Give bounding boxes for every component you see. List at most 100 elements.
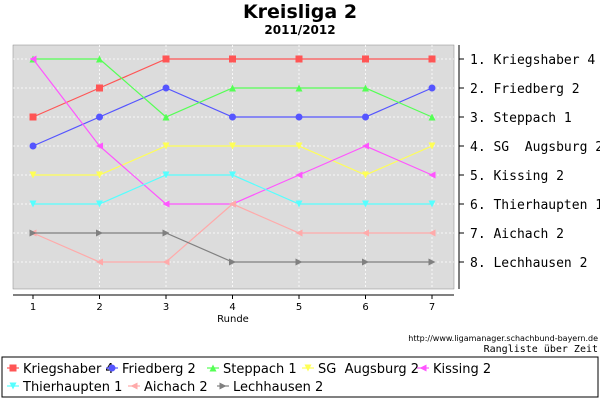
data-point <box>96 171 103 179</box>
series-2 <box>29 55 436 121</box>
legend-marker <box>9 382 17 390</box>
x-tick-label: 7 <box>429 302 435 313</box>
data-point <box>162 142 170 150</box>
data-point <box>295 84 303 92</box>
data-point <box>162 84 170 92</box>
data-point <box>29 142 37 150</box>
legend-item: Steppach 1 <box>207 362 297 377</box>
rank-label: 5. Kissing 2 <box>470 169 564 184</box>
data-point <box>428 200 436 208</box>
data-point <box>29 200 37 208</box>
data-point <box>29 55 37 63</box>
data-point <box>428 142 436 150</box>
data-point <box>428 113 436 121</box>
data-point <box>295 258 303 266</box>
data-point <box>428 55 436 63</box>
data-point <box>295 113 303 121</box>
series-1 <box>29 84 436 150</box>
series-7 <box>29 229 436 266</box>
data-point <box>229 84 236 92</box>
legend-box <box>1 356 599 398</box>
data-point <box>295 229 303 237</box>
x-axis-label: Runde <box>217 314 249 325</box>
x-axis-ticks: 1 2 3 4 5 6 7 <box>30 295 435 313</box>
data-point <box>162 229 170 237</box>
chart-subtitle: 2011/2012 <box>264 23 335 37</box>
data-point <box>96 55 103 63</box>
rank-label: 8. Lechhausen 2 <box>470 256 587 271</box>
legend-marker <box>108 364 116 372</box>
legend-label: Kriegshaber 4 <box>23 362 114 377</box>
data-point <box>96 113 103 121</box>
rank-label: 4. SG Augsburg 2 <box>470 140 600 155</box>
x-tick-label: 4 <box>229 302 235 313</box>
legend-item: Aichach 2 <box>128 380 208 395</box>
rank-label: 6. Thierhaupten 1 <box>470 198 600 213</box>
data-point <box>362 200 369 208</box>
legend-label: Friedberg 2 <box>122 362 196 377</box>
x-tick-label: 1 <box>30 302 36 313</box>
source-url[interactable]: http://www.ligamanager.schachbund-bayern… <box>408 334 598 343</box>
data-point <box>29 229 37 237</box>
data-point <box>162 258 170 266</box>
data-point <box>96 229 103 237</box>
data-point <box>229 171 236 179</box>
legend-marker <box>419 364 427 372</box>
data-point <box>428 171 436 179</box>
x-tick-label: 6 <box>362 302 368 313</box>
data-point <box>428 258 436 266</box>
data-point <box>428 84 436 92</box>
x-tick-label: 2 <box>96 302 102 313</box>
data-point <box>229 200 236 208</box>
legend-label: Lechhausen 2 <box>233 380 323 395</box>
legend-label: Aichach 2 <box>144 380 208 395</box>
data-point <box>229 258 236 266</box>
data-point <box>362 84 369 92</box>
data-point <box>229 142 236 150</box>
rank-labels: 1. Kriegshaber 4 2. Friedberg 2 3. Steppac… <box>459 53 600 271</box>
data-point <box>229 113 236 121</box>
legend-label: Thierhaupten 1 <box>22 380 122 395</box>
plot-area <box>12 44 455 290</box>
data-point <box>96 142 103 150</box>
rank-label: 3. Steppach 1 <box>470 111 572 126</box>
data-point <box>96 258 103 266</box>
data-point <box>162 113 170 121</box>
legend: Kriegshaber 4 Friedberg 2 Steppach 1 SG Aug… <box>7 362 491 395</box>
rank-label: 2. Friedberg 2 <box>470 82 580 97</box>
data-point <box>295 200 303 208</box>
data-point <box>162 200 170 208</box>
data-point <box>362 258 369 266</box>
data-point <box>162 171 170 179</box>
legend-marker <box>304 364 312 372</box>
legend-item: SG Augsburg 2 <box>302 362 419 377</box>
series-0 <box>29 55 436 121</box>
data-point <box>295 55 303 63</box>
legend-marker <box>219 382 227 390</box>
legend-item: Friedberg 2 <box>106 362 196 377</box>
legend-label: SG Augsburg 2 <box>318 362 419 377</box>
data-point <box>162 55 170 63</box>
axes <box>13 45 460 296</box>
data-point <box>362 113 369 121</box>
chart-caption: Rangliste über Zeit <box>484 344 598 355</box>
series-3 <box>29 142 436 179</box>
data-point <box>96 200 103 208</box>
legend-marker <box>130 382 138 390</box>
rank-label: 1. Kriegshaber 4 <box>470 53 595 68</box>
data-point <box>29 171 37 179</box>
data-point <box>295 171 303 179</box>
data-point <box>96 84 103 92</box>
x-tick-label: 5 <box>296 302 302 313</box>
data-point <box>29 113 37 121</box>
x-tick-label: 3 <box>163 302 169 313</box>
rank-label: 7. Aichach 2 <box>470 227 564 242</box>
series-lines <box>29 55 436 266</box>
legend-marker <box>9 364 17 372</box>
legend-item: Kissing 2 <box>417 362 491 377</box>
legend-item: Kriegshaber 4 <box>7 362 114 377</box>
legend-item: Thierhaupten 1 <box>7 380 122 395</box>
chart-title: Kreisliga 2 <box>243 1 357 23</box>
legend-marker <box>209 364 217 372</box>
